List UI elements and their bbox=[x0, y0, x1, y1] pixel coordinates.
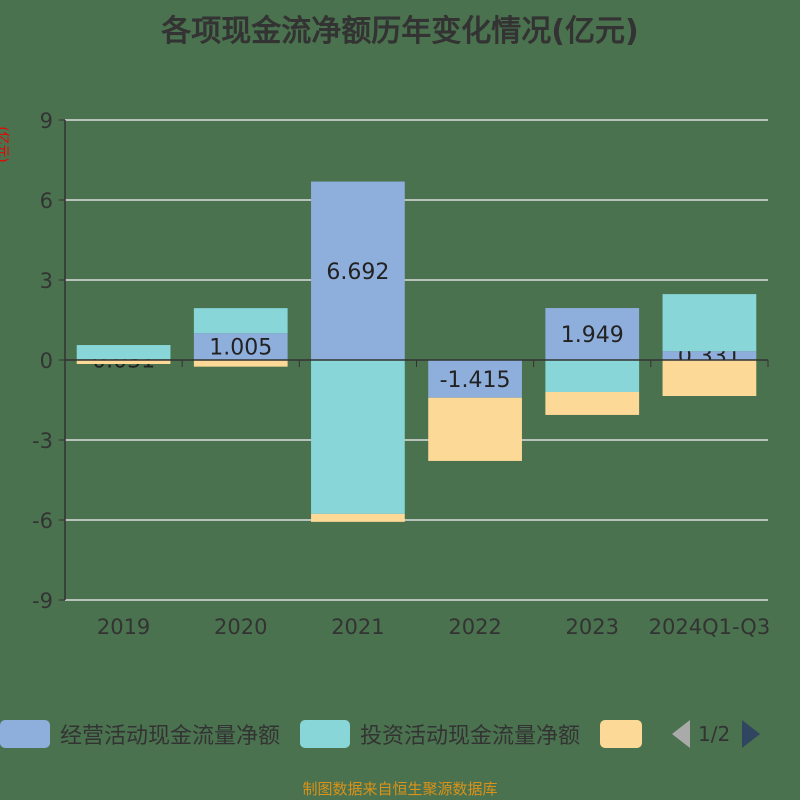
legend-swatch bbox=[0, 720, 50, 748]
x-tick-label: 2019 bbox=[97, 615, 150, 639]
legend-swatch bbox=[300, 720, 351, 748]
bar-2024Q1-Q3 bbox=[662, 360, 757, 396]
legend-pager: 1/2 bbox=[672, 720, 761, 748]
legend-page: 1/2 bbox=[698, 722, 731, 746]
legend-label: 投资活动现金流量净额 bbox=[360, 724, 581, 749]
chart-title: 各项现金流净额历年变化情况(亿元) bbox=[161, 14, 639, 49]
bar-2021 bbox=[311, 513, 405, 522]
y-tick-label: 6 bbox=[40, 189, 53, 213]
x-tick-label: 2020 bbox=[214, 615, 267, 639]
bar-2023 bbox=[545, 360, 640, 392]
bar-2022 bbox=[428, 360, 522, 398]
bar-2021 bbox=[311, 181, 405, 360]
bar-2020 bbox=[193, 360, 288, 367]
legend-item-operating[interactable]: 经营活动现金流量净额 bbox=[0, 718, 280, 750]
y-tick-label: 3 bbox=[40, 269, 53, 293]
x-tick-label: 2024Q1-Q3 bbox=[649, 615, 771, 639]
x-tick-label: 2021 bbox=[331, 615, 384, 639]
x-tick-label: 2023 bbox=[566, 615, 619, 639]
legend-swatch bbox=[600, 720, 643, 748]
bar-2023 bbox=[545, 308, 640, 360]
source-footer: 制图数据来自恒生聚源数据库 bbox=[302, 780, 498, 798]
bar-2020 bbox=[193, 333, 288, 360]
legend-label: 经营活动现金流量净额 bbox=[60, 724, 281, 749]
bar-2019 bbox=[76, 345, 171, 360]
data-label: 1.949 bbox=[561, 323, 624, 348]
chart-plot: -9-6-303690.03120191.00520206.6922021-1.… bbox=[32, 109, 771, 639]
data-label: 6.692 bbox=[326, 260, 389, 285]
data-label: -1.415 bbox=[440, 368, 511, 393]
y-tick-label: -9 bbox=[32, 589, 53, 613]
x-tick-label: 2022 bbox=[448, 615, 501, 639]
legend: 经营活动现金流量净额 投资活动现金流量净额 1/2 bbox=[0, 716, 761, 752]
y-tick-label: 9 bbox=[40, 109, 53, 133]
legend-item-financing[interactable] bbox=[600, 720, 652, 748]
next-page-icon[interactable] bbox=[742, 720, 761, 748]
y-tick-label: 0 bbox=[40, 349, 53, 373]
data-label: 1.005 bbox=[209, 336, 272, 361]
bar-2019 bbox=[76, 360, 171, 364]
bar-2022 bbox=[428, 397, 522, 461]
bar-2021 bbox=[311, 360, 405, 514]
bar-2020 bbox=[193, 308, 288, 334]
bar-2024Q1-Q3 bbox=[662, 294, 757, 352]
y-tick-label: -6 bbox=[32, 509, 53, 533]
prev-page-icon[interactable] bbox=[672, 720, 691, 748]
legend-item-investing[interactable]: 投资活动现金流量净额 bbox=[300, 718, 580, 750]
bar-2024Q1-Q3 bbox=[662, 351, 757, 360]
y-tick-label: -3 bbox=[32, 429, 53, 453]
bar-2023 bbox=[545, 392, 640, 415]
